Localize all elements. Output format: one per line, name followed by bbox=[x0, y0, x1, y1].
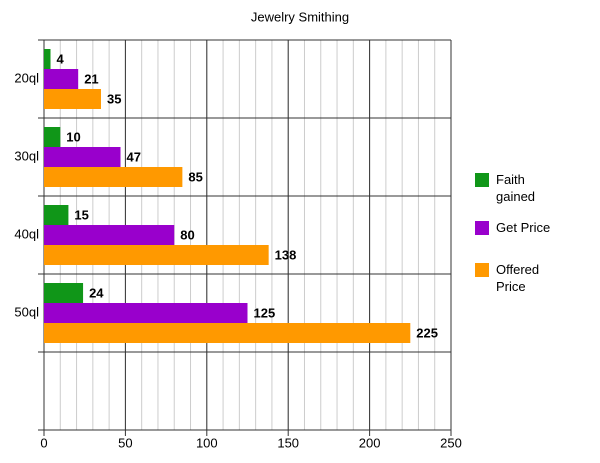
value-label: 138 bbox=[275, 247, 297, 262]
value-label: 85 bbox=[188, 169, 202, 184]
x-tick-label: 100 bbox=[196, 435, 218, 450]
legend-label: Get Price bbox=[496, 220, 551, 235]
bar bbox=[44, 205, 69, 225]
bar bbox=[44, 225, 175, 245]
value-label: 21 bbox=[84, 71, 98, 86]
bar bbox=[44, 245, 269, 265]
value-label: 24 bbox=[89, 285, 104, 300]
legend-swatch bbox=[475, 263, 489, 277]
value-label: 10 bbox=[66, 129, 80, 144]
value-label: 4 bbox=[57, 51, 65, 66]
value-label: 80 bbox=[180, 227, 194, 242]
bar bbox=[44, 303, 248, 323]
bar bbox=[44, 147, 121, 167]
bar bbox=[44, 69, 79, 89]
bar bbox=[44, 283, 84, 303]
bar bbox=[44, 49, 51, 69]
y-tick-label: 50ql bbox=[14, 304, 39, 319]
bar bbox=[44, 323, 411, 343]
y-tick-label: 20ql bbox=[14, 70, 39, 85]
y-tick-label: 40ql bbox=[14, 226, 39, 241]
legend-swatch bbox=[475, 221, 489, 235]
bar bbox=[44, 127, 61, 147]
legend-swatch bbox=[475, 173, 489, 187]
value-label: 47 bbox=[127, 149, 141, 164]
x-tick-label: 50 bbox=[118, 435, 132, 450]
value-label: 35 bbox=[107, 91, 121, 106]
legend-label: Offered Price bbox=[496, 262, 540, 294]
legend-label: Faith gained bbox=[496, 172, 536, 204]
value-label: 225 bbox=[416, 325, 438, 340]
x-tick-label: 200 bbox=[359, 435, 381, 450]
chart-title: Jewelry Smithing bbox=[251, 9, 349, 24]
x-tick-label: 150 bbox=[277, 435, 299, 450]
value-label: 125 bbox=[254, 305, 276, 320]
bar bbox=[44, 167, 183, 187]
y-tick-label: 30ql bbox=[14, 148, 39, 163]
value-label: 15 bbox=[74, 207, 88, 222]
x-tick-label: 0 bbox=[40, 435, 47, 450]
bar bbox=[44, 89, 101, 109]
x-tick-label: 250 bbox=[440, 435, 462, 450]
